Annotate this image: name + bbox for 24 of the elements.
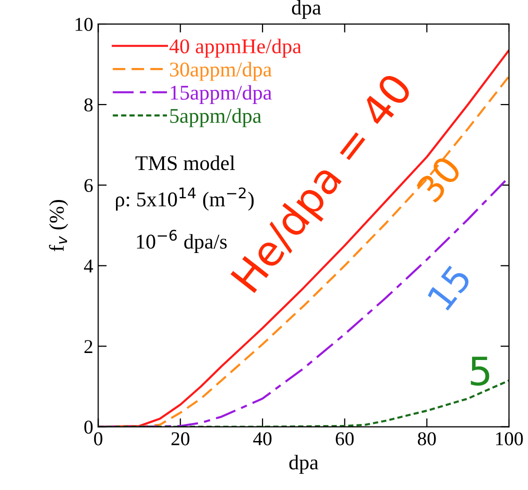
x-tick-label: 20: [171, 432, 190, 446]
y-tick-label: 4: [84, 260, 94, 272]
y-tick-label: 0: [84, 420, 93, 434]
legend-label: 30appm/dpa: [170, 62, 272, 81]
annotation: 5: [470, 356, 490, 386]
x-tick-label: 40: [253, 432, 272, 446]
annotation: 30: [415, 154, 462, 204]
x-tick-label: 60: [336, 432, 354, 446]
text: dpa: [292, 0, 321, 19]
legend-label: 15appm/dpa: [170, 85, 272, 104]
y-tick-label: 6: [84, 178, 93, 192]
x-tick-label: 100: [496, 432, 523, 446]
x-tick-label: 80: [418, 432, 436, 446]
x-axis-title: dpa: [289, 454, 318, 474]
annotation: TMS model: [136, 156, 235, 170]
x-tick-label: 0: [94, 432, 102, 446]
y-axis-title: f$_{v}$ (%): [48, 200, 68, 252]
legend-label: 5appm/dpa: [170, 108, 262, 128]
y-tick-label: 2: [84, 340, 92, 353]
annotation: 15: [426, 264, 472, 312]
annotation: 10$^{−6}$ dpa/s: [137, 230, 227, 253]
y-tick-label: 10: [76, 18, 93, 31]
y-tick-label: 8: [84, 98, 93, 112]
legend-label: 40 appmHe/dpa: [169, 38, 302, 58]
